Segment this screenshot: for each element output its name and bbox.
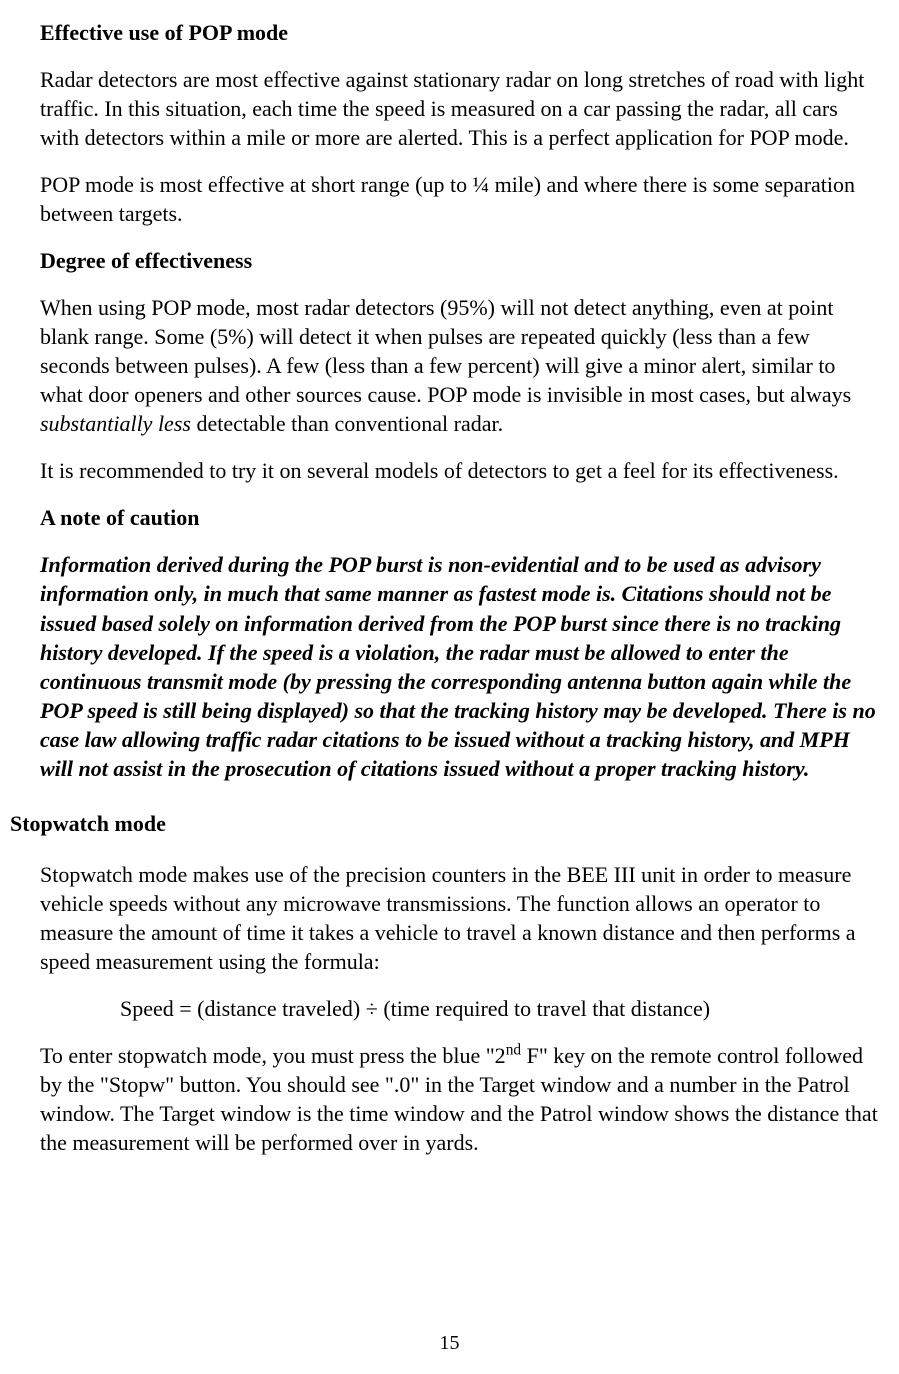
heading-effective-use: Effective use of POP mode (40, 18, 879, 47)
paragraph-text: It is recommended to try it on several m… (40, 456, 879, 485)
formula-text: Speed = (distance traveled) ÷ (time requ… (120, 994, 879, 1023)
heading-degree-effectiveness: Degree of effectiveness (40, 246, 879, 275)
heading-stopwatch-mode: Stopwatch mode (10, 809, 889, 838)
paragraph-caution: Information derived during the POP burst… (40, 550, 879, 782)
paragraph-text: Stopwatch mode makes use of the precisio… (40, 860, 879, 976)
text-run: detectable than conventional radar. (191, 411, 503, 436)
text-emphasis: substantially less (40, 411, 191, 436)
paragraph-text: Radar detectors are most effective again… (40, 65, 879, 152)
document-page: Effective use of POP mode Radar detector… (0, 0, 899, 1374)
paragraph-text: When using POP mode, most radar detector… (40, 293, 879, 438)
page-number: 15 (0, 1330, 899, 1356)
text-run: When using POP mode, most radar detector… (40, 295, 851, 407)
text-superscript: nd (506, 1042, 521, 1059)
paragraph-text: POP mode is most effective at short rang… (40, 170, 879, 228)
heading-note-caution: A note of caution (40, 503, 879, 532)
paragraph-text: To enter stopwatch mode, you must press … (40, 1041, 879, 1157)
text-run: To enter stopwatch mode, you must press … (40, 1043, 506, 1068)
